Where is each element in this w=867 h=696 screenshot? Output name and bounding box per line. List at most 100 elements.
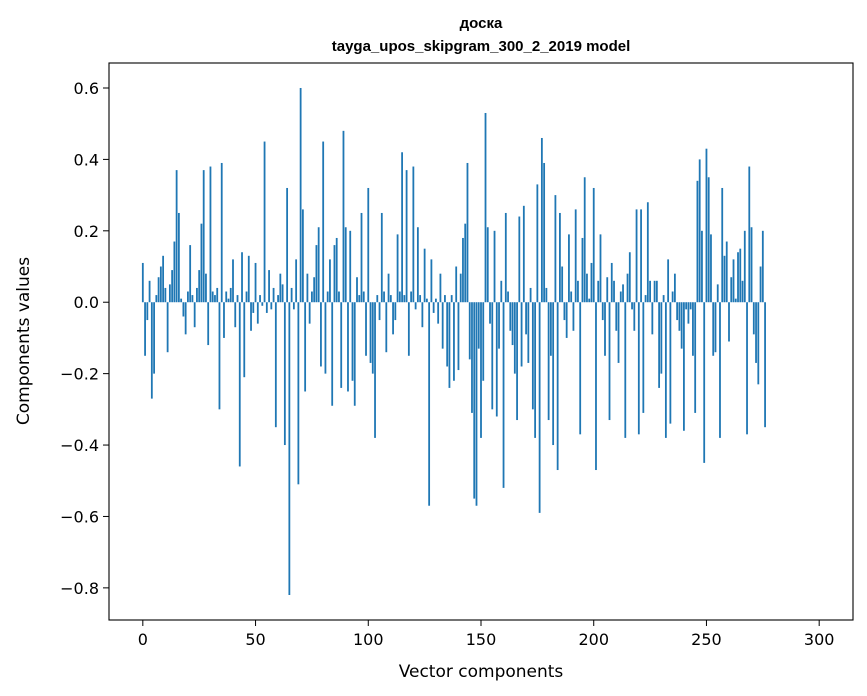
x-axis-ticks: 0 50 100 150 200 250 300 <box>138 620 834 649</box>
bar-160 <box>502 302 505 488</box>
bar-147 <box>473 302 476 499</box>
bar-115 <box>401 152 403 303</box>
bar-103 <box>374 302 376 438</box>
bar-34 <box>218 302 221 410</box>
bar-243 <box>689 302 692 310</box>
bar-240 <box>683 302 685 431</box>
bar-260 <box>728 302 730 342</box>
bar-22 <box>191 295 194 303</box>
bar-0 <box>141 262 144 303</box>
bar-9 <box>162 255 165 303</box>
bar-88 <box>340 302 343 388</box>
x-tick-label: 200 <box>578 630 609 649</box>
bar-11 <box>166 302 169 353</box>
bar-212 <box>619 291 622 303</box>
bar-120 <box>412 166 415 303</box>
bar-82 <box>326 291 329 303</box>
bar-33 <box>216 287 219 303</box>
bar-83 <box>329 259 331 303</box>
bar-46 <box>245 291 248 303</box>
bar-266 <box>741 280 744 303</box>
bar-93 <box>351 302 354 381</box>
bar-183 <box>554 195 557 303</box>
bar-207 <box>608 302 611 421</box>
bar-35 <box>220 162 223 303</box>
bar-251 <box>707 177 710 303</box>
bar-267 <box>743 230 746 303</box>
bar-126 <box>425 298 428 303</box>
bar-232 <box>664 302 667 438</box>
bar-239 <box>680 302 683 349</box>
bar-182 <box>552 302 555 446</box>
plot-frame <box>108 62 854 621</box>
bar-127 <box>428 302 431 506</box>
bar-117 <box>405 170 408 303</box>
bar-90 <box>344 227 347 303</box>
bar-125 <box>423 248 426 303</box>
bar-184 <box>556 302 559 471</box>
bar-134 <box>444 295 446 303</box>
bar-264 <box>737 252 739 303</box>
bar-145 <box>468 302 471 360</box>
bar-133 <box>441 302 444 349</box>
bar-97 <box>360 212 363 303</box>
bar-123 <box>419 295 422 303</box>
bar-19 <box>184 302 187 335</box>
bar-141 <box>459 273 462 303</box>
bar-87 <box>338 291 340 303</box>
bar-257 <box>721 187 724 303</box>
bar-270 <box>750 227 753 303</box>
bar-246 <box>696 180 699 303</box>
bar-140 <box>457 302 460 371</box>
bar-113 <box>396 234 399 303</box>
bar-165 <box>513 302 516 374</box>
bar-204 <box>601 302 604 321</box>
bar-12 <box>168 284 171 303</box>
bar-250 <box>705 148 708 303</box>
bar-31 <box>211 291 214 303</box>
bar-193 <box>577 280 579 303</box>
bar-85 <box>333 245 336 303</box>
bar-175 <box>536 184 539 303</box>
bar-41 <box>234 302 237 328</box>
bar-150 <box>480 302 482 438</box>
bar-36 <box>223 302 225 338</box>
bar-215 <box>626 273 629 303</box>
bar-168 <box>520 302 523 367</box>
y-tick-label: 0.2 <box>74 222 99 241</box>
y-tick-label: 0.6 <box>74 79 99 98</box>
bar-253 <box>712 302 715 356</box>
bar-48 <box>250 302 252 331</box>
y-tick-label: 0.0 <box>74 293 99 312</box>
bar-29 <box>207 302 210 346</box>
bar-254 <box>714 302 717 353</box>
bar-217 <box>631 302 633 310</box>
bar-192 <box>574 209 577 303</box>
bar-241 <box>685 302 688 310</box>
y-tick-label: 0.4 <box>74 150 99 169</box>
bar-275 <box>761 230 764 303</box>
bar-71 <box>301 209 304 303</box>
bar-27 <box>202 170 205 303</box>
bar-14 <box>173 241 176 303</box>
bar-190 <box>570 291 573 303</box>
bar-64 <box>286 187 289 303</box>
bar-52 <box>259 295 261 303</box>
bar-28 <box>205 273 207 303</box>
bar-7 <box>157 277 160 303</box>
bar-121 <box>414 302 417 310</box>
bar-176 <box>538 302 541 513</box>
bar-138 <box>453 302 455 381</box>
bar-225 <box>649 280 651 303</box>
y-tick-label: −0.8 <box>60 579 99 598</box>
bar-10 <box>164 287 167 303</box>
bar-189 <box>568 234 570 303</box>
bar-274 <box>759 266 762 303</box>
bar-58 <box>272 287 275 303</box>
y-axis-ticks: 0.6 0.4 0.2 0.0 −0.2 −0.4 −0.6 −0.8 <box>60 79 109 598</box>
x-tick-label: 100 <box>353 630 384 649</box>
bar-54 <box>263 141 266 303</box>
bar-62 <box>281 284 284 303</box>
bar-39 <box>229 287 232 303</box>
y-axis-label: Components values <box>14 257 34 425</box>
